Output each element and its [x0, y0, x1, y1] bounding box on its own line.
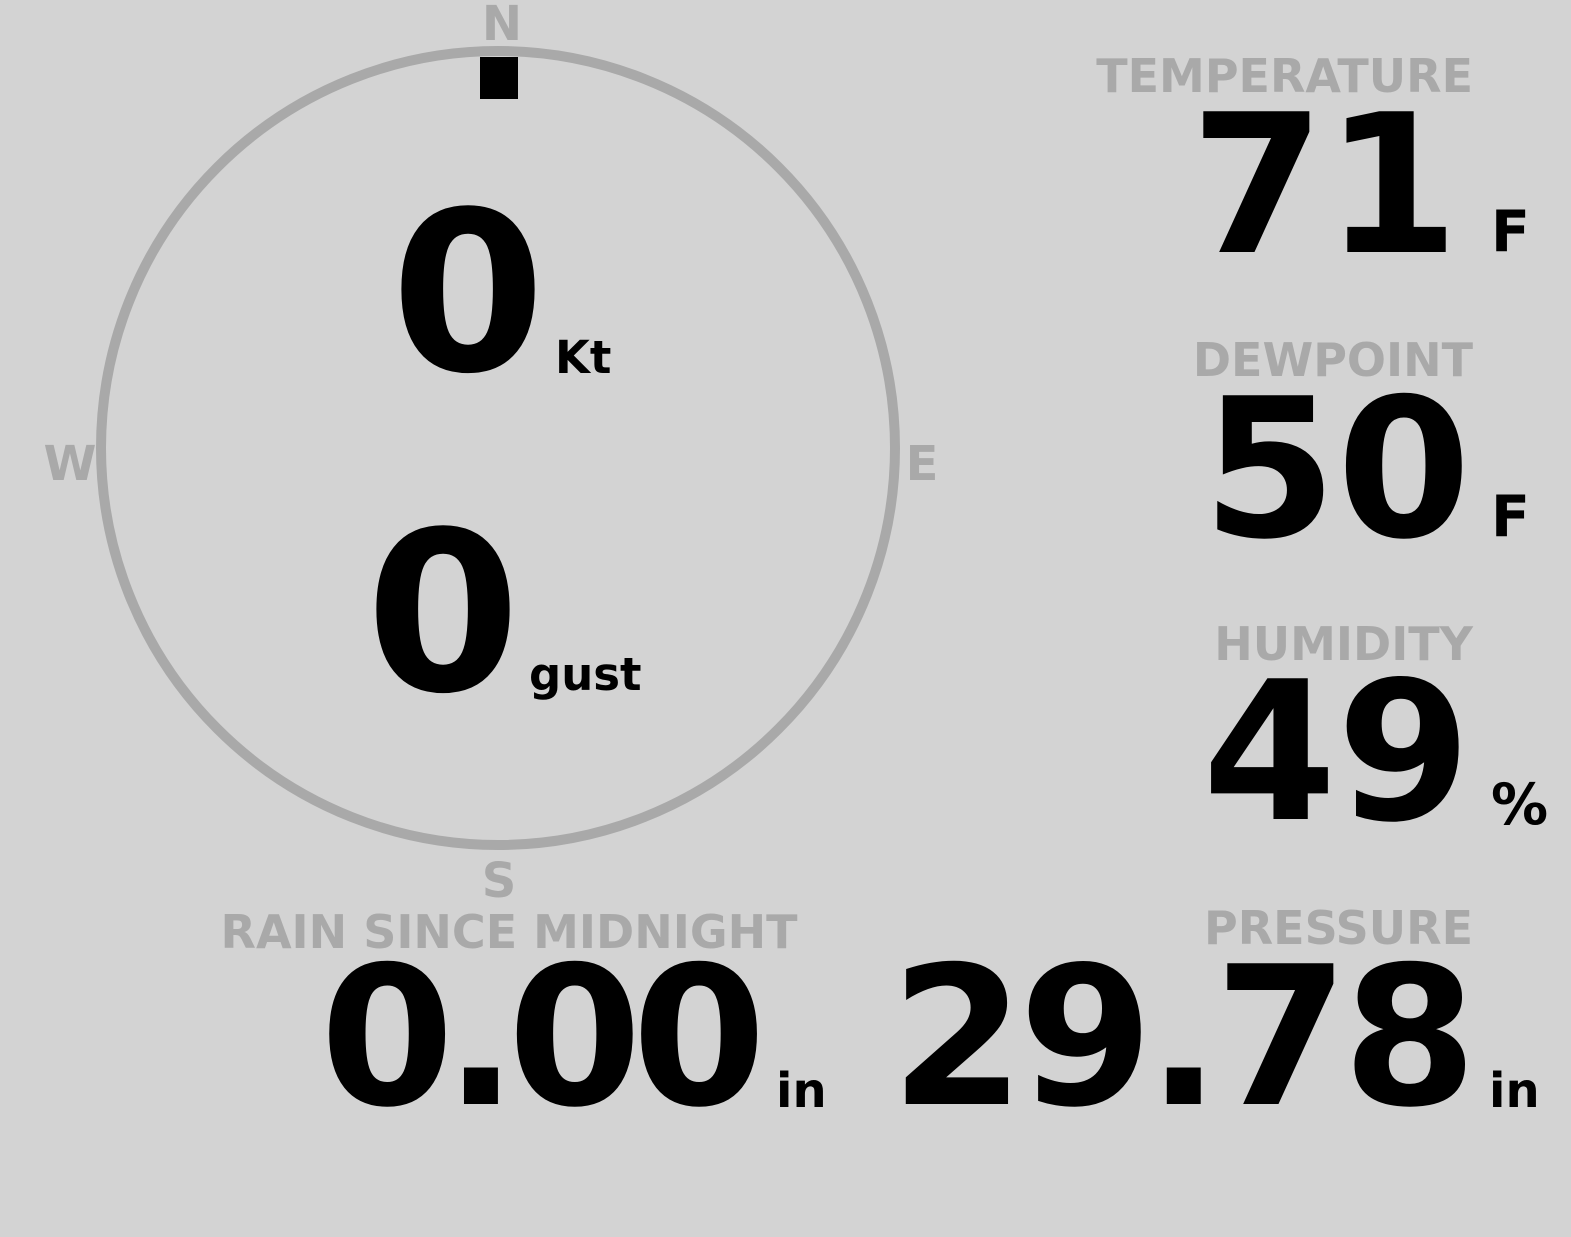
compass-ring: [96, 46, 900, 850]
humidity-unit: %: [1491, 772, 1549, 838]
temperature-unit: F: [1491, 199, 1530, 265]
wind-gust-unit: gust: [529, 648, 642, 701]
humidity-value: 49: [1202, 640, 1471, 865]
wind-speed-unit: Kt: [555, 331, 612, 384]
compass-south: S: [481, 853, 517, 909]
pressure-value: 29.78: [890, 925, 1477, 1150]
rain-label: RAIN SINCE MIDNIGHT: [220, 905, 798, 959]
pressure-unit: in: [1489, 1063, 1540, 1119]
temperature-value: 71: [1190, 73, 1459, 298]
compass-east: E: [905, 436, 939, 492]
wind-direction-marker: [480, 57, 518, 99]
dewpoint-value: 50: [1202, 357, 1471, 582]
humidity-label: HUMIDITY: [1214, 617, 1473, 671]
dewpoint-unit: F: [1491, 484, 1530, 550]
temperature-label: TEMPERATURE: [1096, 49, 1473, 103]
pressure-label: PRESSURE: [1204, 901, 1473, 955]
compass-north: N: [481, 0, 523, 52]
rain-value: 0.00: [320, 925, 766, 1150]
compass-west: W: [43, 436, 97, 492]
wind-gust-value: 0: [365, 485, 521, 743]
rain-unit: in: [776, 1063, 827, 1119]
wind-speed-value: 0: [390, 165, 546, 423]
dewpoint-label: DEWPOINT: [1192, 333, 1473, 387]
